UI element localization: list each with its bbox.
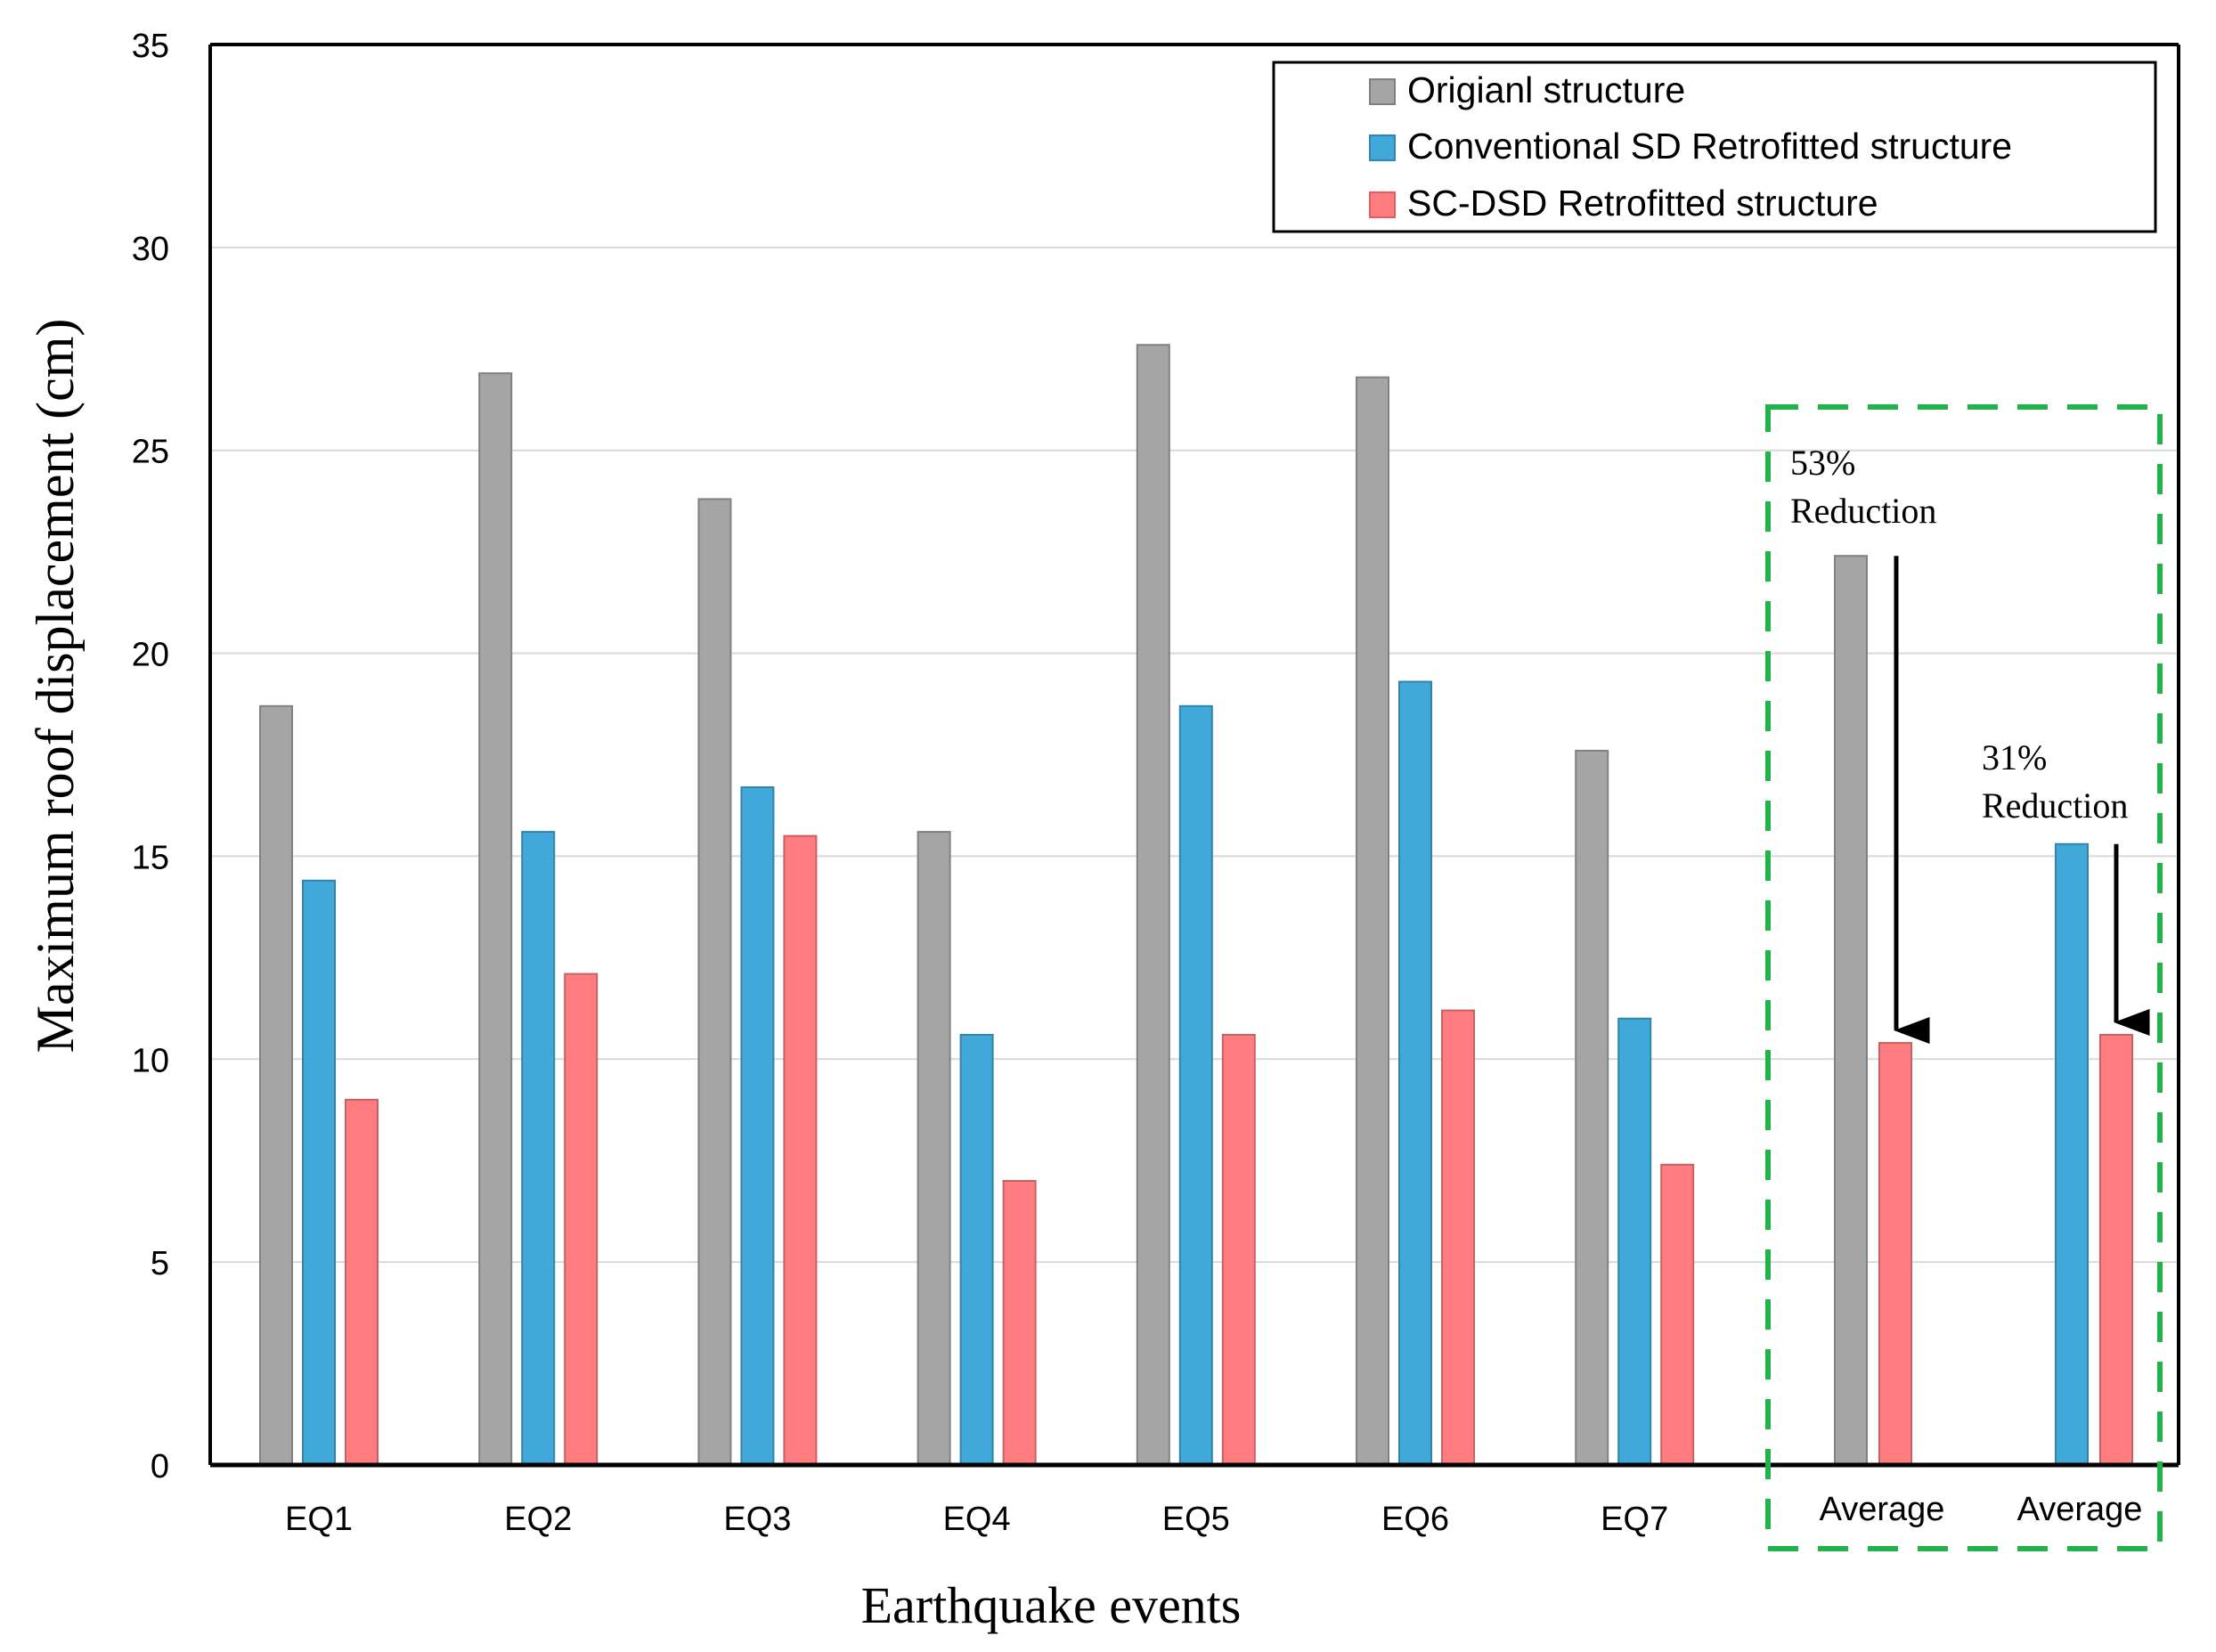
- legend: Origianl structure Conventional SD Retro…: [1272, 61, 2157, 233]
- x-tick-label: EQ7: [1601, 1501, 1668, 1538]
- y-tick-label: 5: [151, 1245, 169, 1282]
- bar: [478, 372, 513, 1467]
- bar: [697, 498, 732, 1466]
- reduction-text-label: Reduction: [1982, 785, 2128, 826]
- legend-swatch-original: [1369, 78, 1396, 105]
- bar: [1221, 1033, 1256, 1466]
- y-tick-label: 10: [132, 1042, 169, 1079]
- x-tick-label: EQ1: [285, 1501, 353, 1538]
- x-tick-label: EQ6: [1381, 1501, 1449, 1538]
- legend-box: [1272, 61, 2157, 233]
- bar: [740, 785, 775, 1466]
- x-tick-label: Average: [2017, 1491, 2143, 1528]
- y-tick-label: 0: [151, 1448, 169, 1485]
- legend-swatch-scdsd: [1369, 191, 1396, 218]
- bar: [521, 831, 556, 1466]
- bar: [259, 704, 293, 1466]
- bar: [2055, 842, 2089, 1466]
- axes: [208, 43, 2180, 1468]
- bar: [564, 972, 599, 1466]
- bar: [1178, 704, 1213, 1466]
- bar: [1575, 749, 1609, 1466]
- bar: [1356, 376, 1389, 1467]
- annotations: 53% Reduction 31% Reduction: [1765, 404, 2163, 1551]
- bar: [1660, 1163, 1695, 1467]
- bar: [2099, 1033, 2133, 1466]
- x-tick-label: Average: [1820, 1491, 1945, 1528]
- legend-label-conventional: Conventional SD Retrofitted structure: [1407, 126, 2012, 167]
- x-tick-label: EQ2: [504, 1501, 572, 1538]
- y-axis-label: Maximum roof displacement (cm): [26, 319, 85, 1054]
- reduction-text-label: Reduction: [1790, 491, 1936, 531]
- bar: [783, 834, 818, 1466]
- y-tick-label: 20: [132, 637, 169, 674]
- bar: [1441, 1009, 1475, 1466]
- bar: [345, 1098, 379, 1467]
- x-tick-label: EQ4: [943, 1501, 1011, 1538]
- y-tick-label: 15: [132, 839, 169, 876]
- reduction-percent-label: 53%: [1790, 443, 1855, 483]
- average-highlight-box: [1765, 404, 2163, 1551]
- y-tick-label: 35: [132, 28, 169, 65]
- legend-label-scdsd: SC-DSD Retrofitted structure: [1407, 183, 1878, 224]
- bars: [259, 344, 2133, 1467]
- tick-labels: 0 5 10 15 20 25 30 35 EQ1 EQ2 EQ3 EQ4 EQ5 EQ6 EQ7 Avera…: [132, 28, 2143, 1538]
- reduction-percent-label: 31%: [1982, 737, 2047, 777]
- bar: [1002, 1180, 1037, 1466]
- bar: [302, 879, 336, 1466]
- y-tick-label: 25: [132, 434, 169, 471]
- bar: [1834, 555, 1868, 1466]
- legend-swatch-conventional: [1369, 134, 1396, 161]
- bar: [1617, 1017, 1652, 1466]
- bar: [917, 831, 951, 1466]
- bar: [1398, 680, 1432, 1466]
- x-tick-label: EQ5: [1162, 1501, 1230, 1538]
- x-tick-label: EQ3: [723, 1501, 791, 1538]
- y-tick-label: 30: [132, 231, 169, 268]
- bar: [959, 1033, 994, 1466]
- x-axis-label: Earthquake events: [861, 1576, 1242, 1634]
- bar: [1136, 344, 1170, 1467]
- bar: [1878, 1042, 1912, 1466]
- legend-label-original: Origianl structure: [1407, 69, 1685, 110]
